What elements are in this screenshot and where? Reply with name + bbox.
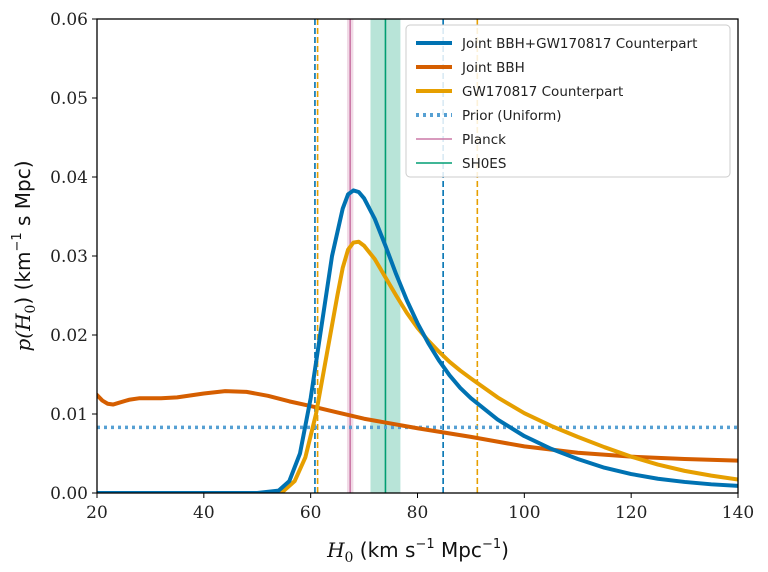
x-tick-label: 40 (193, 503, 215, 523)
legend-box (405, 24, 731, 178)
x-tick-label: 80 (407, 503, 429, 523)
x-tick-label: 100 (508, 503, 540, 523)
x-axis-label: H0 (km s−1 Mpc−1) (326, 537, 509, 566)
series-joint-bbh-gw170817-counterpart (97, 188, 738, 493)
x-axis-ticks: 20 40 60 80 100 120 140 (86, 493, 754, 523)
legend-label-2: GW170817 Counterpart (462, 84, 623, 100)
y-axis-ticks: 0.00 0.01 0.02 0.03 0.04 0.05 0.06 (50, 10, 97, 504)
x-tick-label: 120 (615, 503, 647, 523)
y-tick-label: 0.00 (50, 484, 88, 504)
y-axis-label: p(H0) (km−1 s Mpc) (10, 160, 39, 351)
y-tick-label: 0.06 (50, 10, 88, 30)
series-lines (97, 188, 738, 493)
legend-label-3: Prior (Uniform) (462, 108, 562, 124)
y-tick-label: 0.04 (50, 168, 88, 188)
y-tick-label: 0.05 (50, 89, 88, 109)
x-tick-label: 60 (300, 503, 322, 523)
series-joint-bbh (97, 389, 738, 463)
y-tick-label: 0.02 (50, 326, 88, 346)
credible-interval-lines (314, 19, 479, 493)
legend-label-1: Joint BBH (461, 60, 525, 76)
y-tick-label: 0.01 (50, 405, 88, 425)
x-tick-label: 140 (722, 503, 754, 523)
series-gw170817-counterpart (97, 239, 738, 493)
legend: Joint BBH+GW170817 Counterpart Joint BBH G… (405, 24, 731, 178)
x-tick-label: 20 (86, 503, 108, 523)
reference-bands (346, 19, 401, 493)
legend-label-0: Joint BBH+GW170817 Counterpart (461, 36, 697, 52)
y-tick-label: 0.03 (50, 247, 88, 267)
legend-label-5: SH0ES (462, 156, 506, 172)
legend-label-4: Planck (462, 132, 506, 148)
